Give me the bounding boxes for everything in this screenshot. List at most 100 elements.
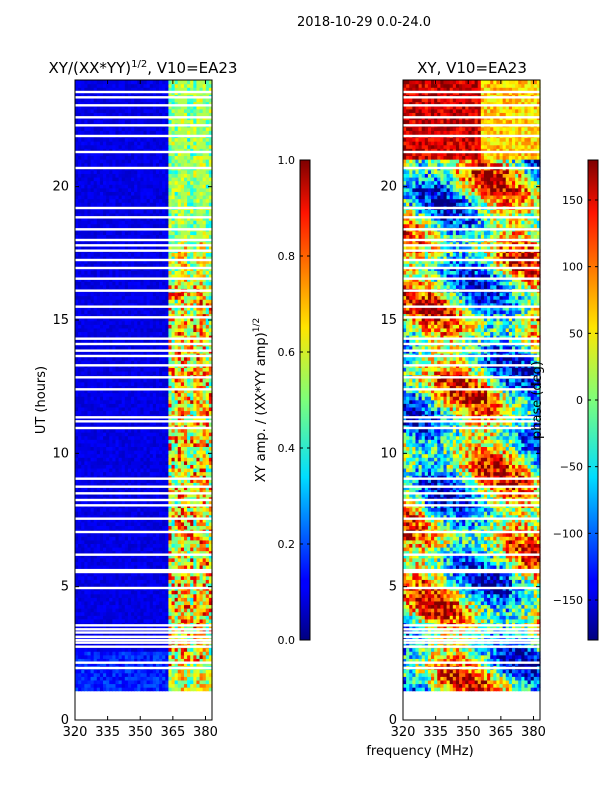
heatmap-cell xyxy=(208,317,213,322)
heatmap-cell xyxy=(190,493,194,498)
heatmap-cell xyxy=(168,317,173,322)
heatmap-cell xyxy=(118,572,123,577)
heatmap-cell xyxy=(165,299,170,304)
heatmap-cell xyxy=(115,302,120,307)
heatmap-cell xyxy=(131,518,135,523)
heatmap-cell xyxy=(205,406,210,412)
heatmap-cell xyxy=(152,679,157,685)
heatmap-cell xyxy=(87,331,92,336)
heatmap-cell xyxy=(127,331,132,336)
heatmap-cell xyxy=(196,550,201,555)
heatmap-cell xyxy=(112,633,117,638)
heatmap-cell xyxy=(162,381,166,386)
heatmap-cell xyxy=(205,453,210,458)
heatmap-cell xyxy=(171,661,176,667)
heatmap-cell xyxy=(78,442,82,447)
heatmap-cell xyxy=(115,360,120,365)
heatmap-cell xyxy=(112,683,117,688)
heatmap-cell xyxy=(115,457,120,462)
heatmap-cell xyxy=(109,435,113,440)
heatmap-cell xyxy=(90,532,95,537)
heatmap-cell xyxy=(127,403,132,408)
heatmap-cell xyxy=(165,453,170,458)
heatmap-cell xyxy=(78,546,82,552)
heatmap-cell xyxy=(90,385,95,390)
heatmap-cell xyxy=(93,687,98,692)
heatmap-cell xyxy=(103,575,107,580)
heatmap-cell xyxy=(190,514,194,519)
heatmap-cell xyxy=(131,615,135,620)
heatmap-cell xyxy=(208,471,213,476)
heatmap-cell xyxy=(165,381,170,386)
heatmap-cell xyxy=(124,550,129,555)
heatmap-cell xyxy=(106,345,110,351)
heatmap-cell xyxy=(208,388,213,394)
heatmap-cell xyxy=(196,338,201,343)
heatmap-cell xyxy=(84,406,89,412)
heatmap-cell xyxy=(106,392,110,397)
heatmap-cell xyxy=(165,367,170,372)
heatmap-cell xyxy=(78,457,82,462)
heatmap-cell xyxy=(168,367,173,372)
heatmap-cell xyxy=(81,493,85,498)
heatmap-cell xyxy=(118,507,123,512)
heatmap-cell xyxy=(137,546,141,552)
heatmap-cell xyxy=(137,493,141,498)
heatmap-cell xyxy=(208,435,213,440)
heatmap-cell xyxy=(131,320,135,325)
heatmap-cell xyxy=(115,669,120,674)
heatmap-cell xyxy=(196,421,201,426)
heatmap-cell xyxy=(78,615,82,620)
heatmap-cell xyxy=(84,618,89,624)
heatmap-cell xyxy=(187,511,191,516)
heatmap-cell xyxy=(124,446,129,451)
heatmap-cell xyxy=(87,335,92,340)
heatmap-cell xyxy=(106,496,110,501)
heatmap-cell xyxy=(118,428,123,433)
heatmap-cell xyxy=(208,554,213,559)
heatmap-cell xyxy=(171,482,176,487)
heatmap-cell xyxy=(208,521,213,527)
heatmap-cell xyxy=(134,291,138,297)
heatmap-cell xyxy=(99,324,104,329)
heatmap-cell xyxy=(118,539,123,544)
heatmap-cell xyxy=(93,626,98,631)
heatmap-cell xyxy=(202,331,207,336)
heatmap-cell xyxy=(155,435,160,440)
heatmap-cell xyxy=(165,654,170,659)
heatmap-cell xyxy=(134,543,138,548)
heatmap-cell xyxy=(93,370,98,376)
heatmap-cell xyxy=(149,327,154,333)
heatmap-cell xyxy=(193,327,198,333)
heatmap-cell xyxy=(112,302,117,307)
heatmap-cell xyxy=(146,356,151,361)
heatmap-cell xyxy=(127,536,132,541)
heatmap-cell xyxy=(168,676,173,681)
heatmap-cell xyxy=(93,618,98,624)
heatmap-cell xyxy=(75,582,79,588)
heatmap-cell xyxy=(121,687,126,692)
heatmap-cell xyxy=(202,449,207,455)
heatmap-cell xyxy=(196,597,201,602)
heatmap-cell xyxy=(134,597,138,602)
heatmap-cell xyxy=(165,572,170,577)
heatmap-cell xyxy=(155,302,160,307)
heatmap-cell xyxy=(124,575,129,580)
heatmap-cell xyxy=(174,679,179,685)
heatmap-cell xyxy=(155,683,160,688)
heatmap-cell xyxy=(134,546,138,552)
heatmap-cell xyxy=(149,464,154,469)
heatmap-cell xyxy=(99,306,104,311)
heatmap-cell xyxy=(208,442,213,447)
heatmap-cell xyxy=(143,471,148,476)
heatmap-cell xyxy=(112,428,117,433)
heatmap-cell xyxy=(146,507,151,512)
heatmap-cell xyxy=(165,546,170,552)
heatmap-cell xyxy=(171,600,176,606)
heatmap-cell xyxy=(81,345,85,351)
heatmap-cell xyxy=(187,672,191,677)
heatmap-cell xyxy=(134,658,138,663)
heatmap-cell xyxy=(121,532,126,537)
heatmap-cell xyxy=(115,345,120,351)
heatmap-cell xyxy=(93,658,98,663)
